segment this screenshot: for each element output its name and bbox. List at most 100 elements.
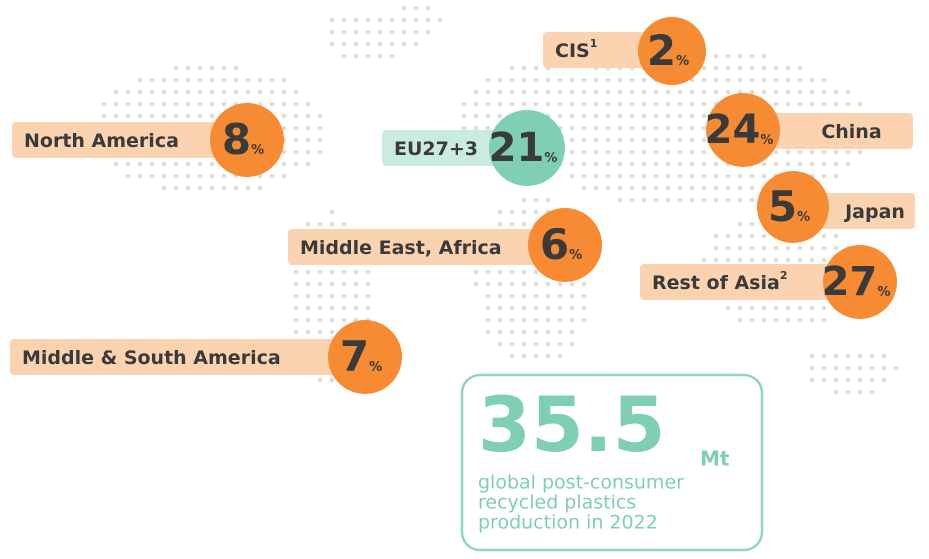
- map-dot: [833, 245, 839, 251]
- map-dot: [509, 293, 515, 299]
- map-dot: [797, 101, 803, 107]
- map-dot: [821, 377, 827, 383]
- caption-line: production in 2022: [478, 512, 658, 534]
- map-dot: [569, 161, 575, 167]
- map-dot: [545, 317, 551, 323]
- map-dot: [869, 389, 875, 395]
- map-dot: [521, 197, 527, 203]
- map-dot: [185, 65, 191, 71]
- map-dot: [593, 125, 599, 131]
- map-dot: [665, 185, 671, 191]
- map-dot: [845, 389, 851, 395]
- map-dot: [221, 89, 227, 95]
- map-dot: [305, 113, 311, 119]
- map-dot: [641, 89, 647, 95]
- map-dot: [497, 281, 503, 287]
- map-dot: [197, 113, 203, 119]
- total-unit: Mt: [700, 447, 730, 471]
- region-value: 2: [647, 26, 676, 75]
- map-dot: [845, 353, 851, 359]
- map-dot: [569, 293, 575, 299]
- map-dot: [149, 89, 155, 95]
- map-dot: [185, 89, 191, 95]
- map-dot: [233, 65, 239, 71]
- map-dot: [521, 281, 527, 287]
- map-dot: [689, 197, 695, 203]
- map-dot: [821, 317, 827, 323]
- map-dot: [821, 173, 827, 179]
- map-dot: [461, 101, 467, 107]
- map-dot: [257, 185, 263, 191]
- map-dot: [677, 185, 683, 191]
- map-dot: [113, 89, 119, 95]
- map-dot: [545, 305, 551, 311]
- map-dot: [785, 305, 791, 311]
- map-dot: [845, 149, 851, 155]
- map-dot: [797, 305, 803, 311]
- map-dot: [581, 149, 587, 155]
- map-dot: [353, 53, 359, 59]
- map-dot: [653, 149, 659, 155]
- map-dot: [497, 269, 503, 275]
- map-dot: [701, 113, 707, 119]
- map-dot: [665, 137, 671, 143]
- map-dot: [425, 29, 431, 35]
- region-share: 21%: [489, 125, 558, 171]
- map-dot: [545, 89, 551, 95]
- map-dot: [749, 77, 755, 83]
- map-dot: [305, 281, 311, 287]
- map-dot: [629, 185, 635, 191]
- map-dot: [581, 101, 587, 107]
- map-dot: [749, 173, 755, 179]
- map-dot: [317, 305, 323, 311]
- map-dot: [125, 173, 131, 179]
- map-dot: [809, 305, 815, 311]
- map-dot: [581, 113, 587, 119]
- map-dot: [569, 89, 575, 95]
- map-dot: [353, 41, 359, 47]
- map-dot: [209, 101, 215, 107]
- map-dot: [125, 161, 131, 167]
- map-dot: [737, 245, 743, 251]
- map-dot: [209, 185, 215, 191]
- map-dot: [533, 305, 539, 311]
- map-dot: [677, 125, 683, 131]
- map-dot: [701, 89, 707, 95]
- map-dot: [581, 137, 587, 143]
- region-unit: %: [544, 151, 557, 166]
- map-dot: [329, 29, 335, 35]
- map-dot: [209, 173, 215, 179]
- map-dot: [269, 101, 275, 107]
- map-dot: [713, 173, 719, 179]
- map-dot: [149, 113, 155, 119]
- map-dot: [665, 161, 671, 167]
- map-dot: [485, 317, 491, 323]
- total-value: 35.5: [478, 380, 666, 469]
- map-dot: [197, 89, 203, 95]
- map-dot: [581, 161, 587, 167]
- map-dot: [281, 101, 287, 107]
- map-dot: [569, 305, 575, 311]
- map-dot: [581, 173, 587, 179]
- map-dot: [509, 65, 515, 71]
- map-dot: [113, 101, 119, 107]
- map-dot: [521, 293, 527, 299]
- map-dot: [365, 29, 371, 35]
- region-label-bg: [815, 193, 915, 229]
- map-dot: [605, 137, 611, 143]
- map-dot: [821, 245, 827, 251]
- map-dot: [281, 89, 287, 95]
- map-dot: [413, 29, 419, 35]
- map-dot: [509, 269, 515, 275]
- map-dot: [617, 197, 623, 203]
- map-dot: [761, 89, 767, 95]
- map-dot: [581, 185, 587, 191]
- region-name: EU27+3: [394, 138, 478, 160]
- map-dot: [521, 209, 527, 215]
- map-dot: [821, 257, 827, 263]
- map-dot: [497, 77, 503, 83]
- map-dot: [653, 125, 659, 131]
- map-dot: [533, 353, 539, 359]
- map-dot: [749, 221, 755, 227]
